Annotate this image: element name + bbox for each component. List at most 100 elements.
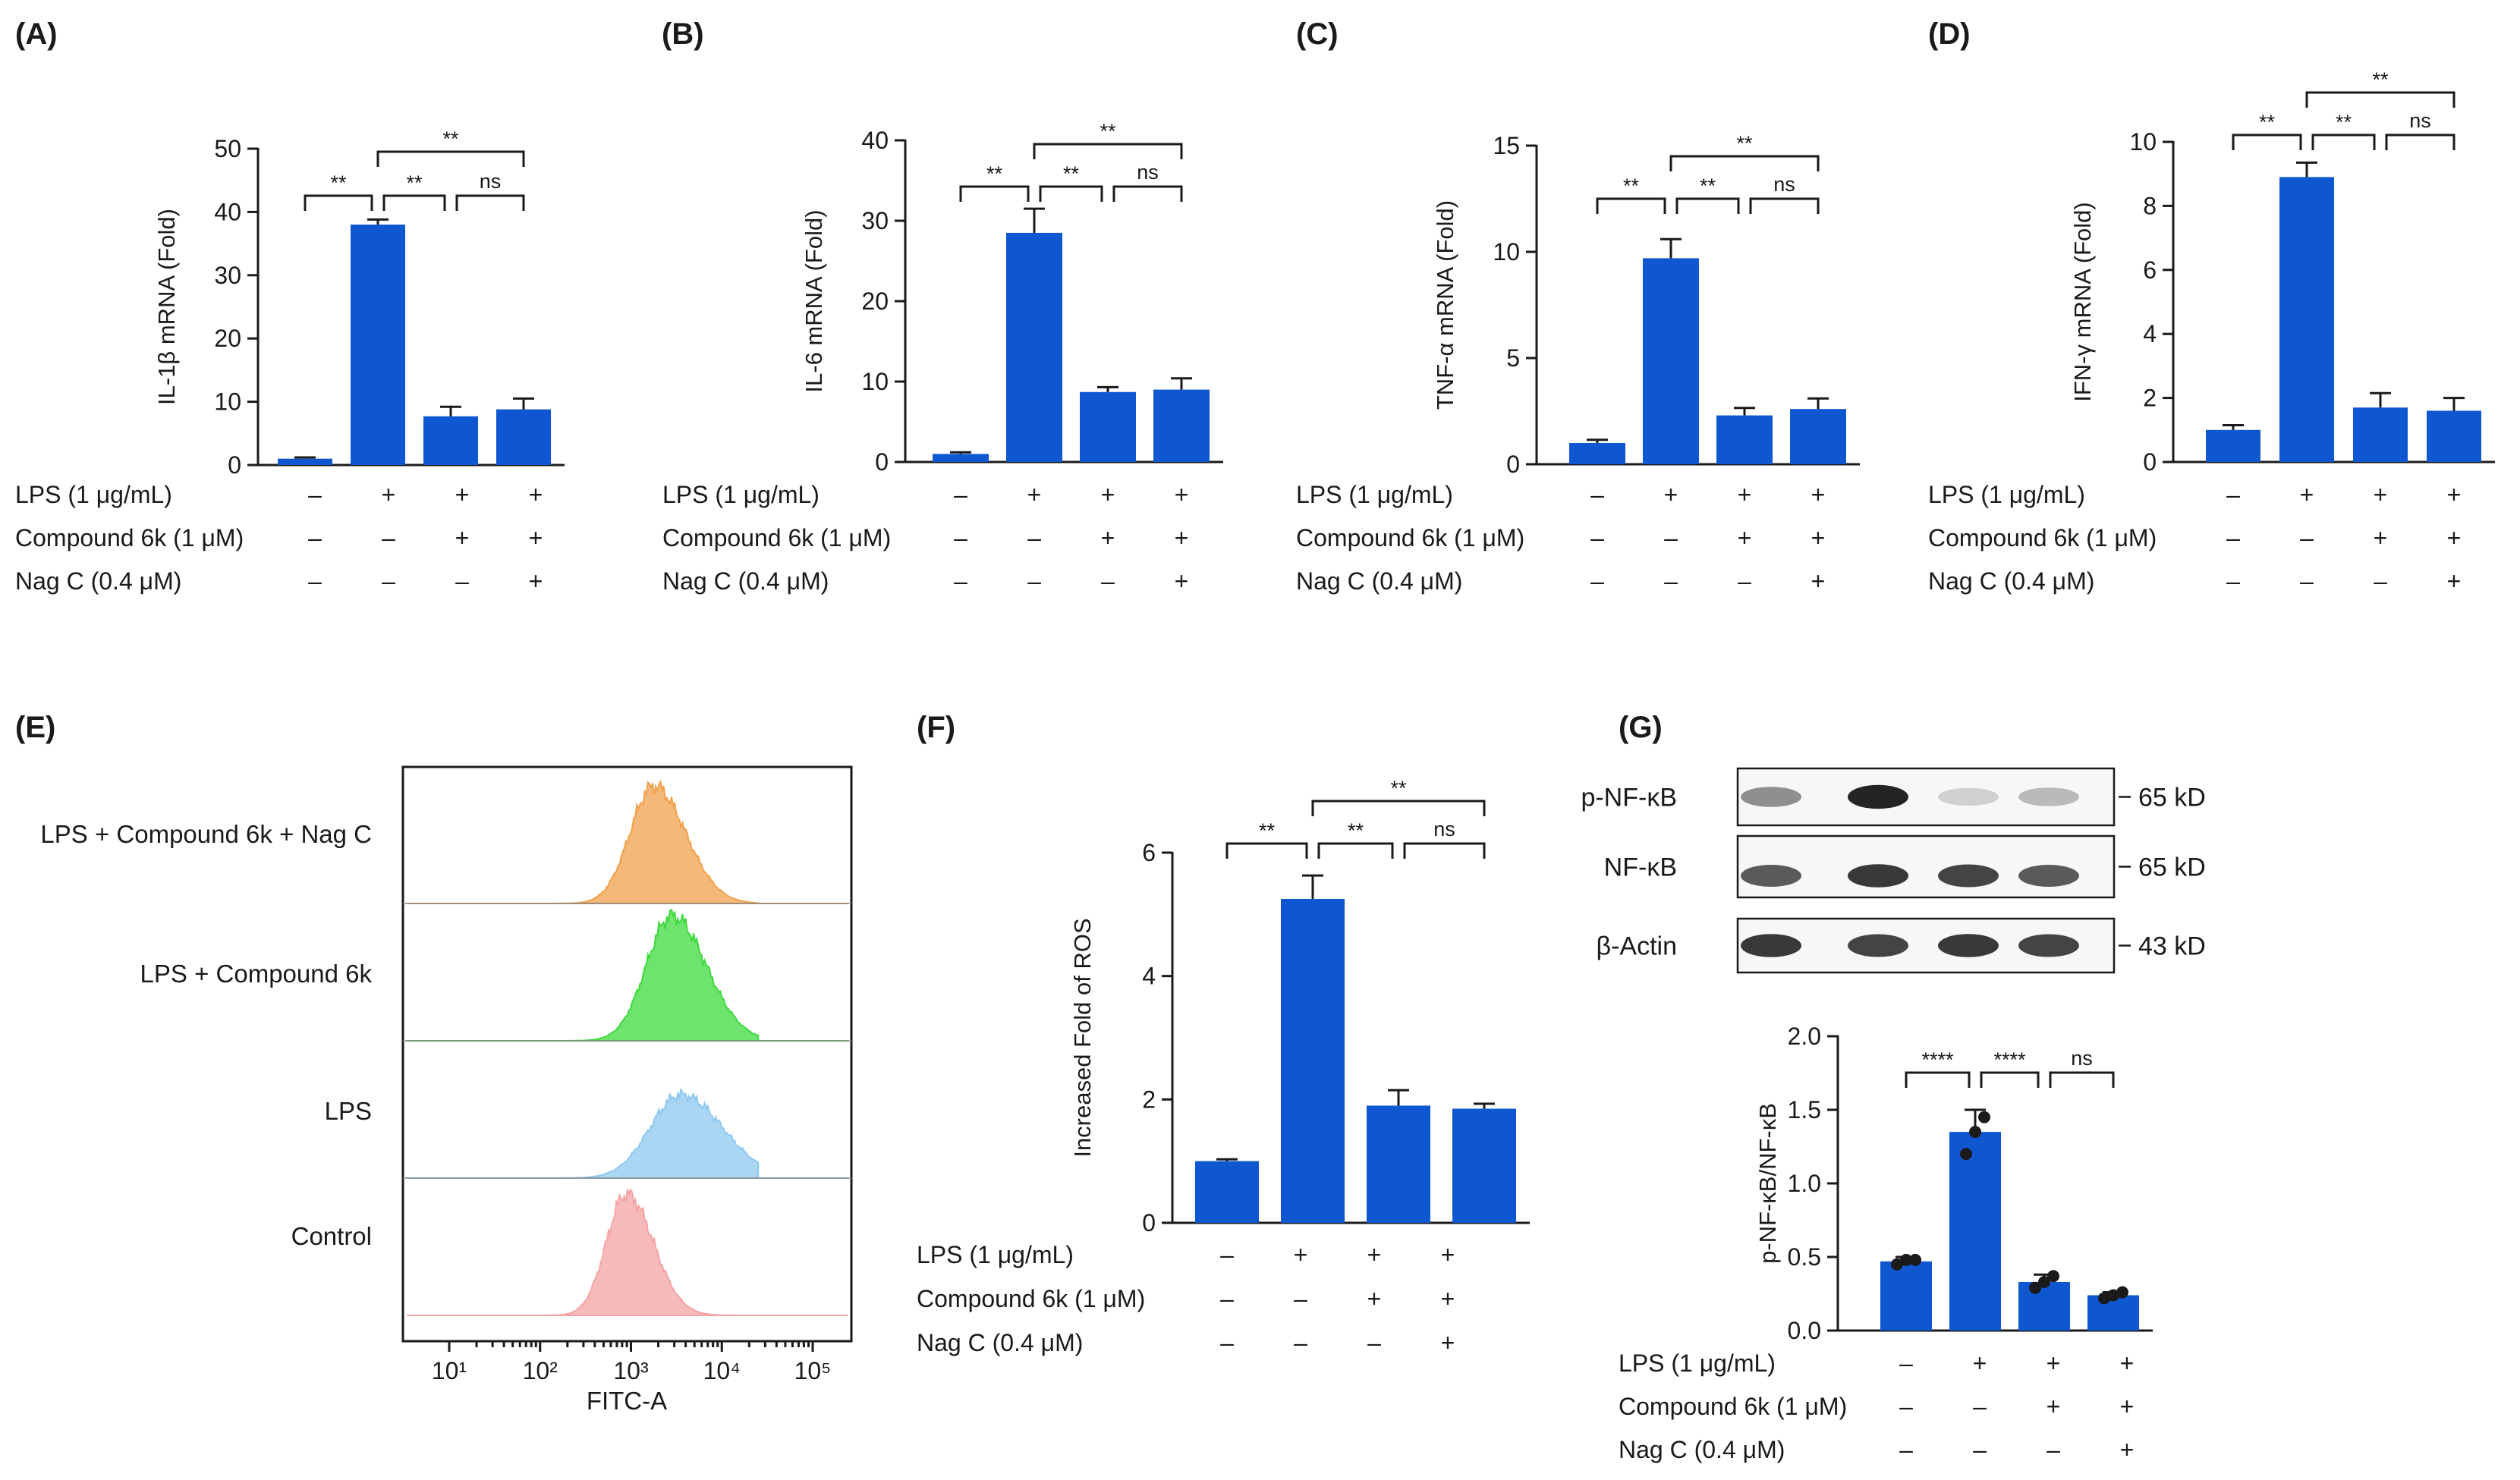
y-tick-label: 5 [1506,344,1520,372]
condition-label: Compound 6k (1 μM) [1928,524,2157,551]
bar [351,225,405,465]
y-tick-label: 0 [1142,1209,1156,1236]
blot-band [1938,934,1999,957]
condition-mark: – [1899,1350,1913,1377]
condition-mark: + [1175,567,1189,595]
bar [2427,410,2481,462]
significance-label: ** [2372,68,2389,91]
panel-d: (D) 0 2 4 6 8 10 IFN-γ mRNA (Fold) ** ** ns ** LPS (… [1928,17,2495,595]
condition-mark: – [2226,481,2240,508]
condition-mark: – [1973,1393,1987,1420]
condition-mark: – [1899,1393,1913,1420]
condition-mark: – [2226,567,2240,595]
significance-bracket [2049,1071,2115,1088]
y-tick-label: 6 [2143,256,2157,284]
condition-mark: + [1367,1241,1382,1268]
condition-mark: + [2447,481,2462,508]
condition-mark: – [1101,567,1115,595]
condition-mark: + [455,524,470,551]
data-point [2098,1292,2110,1305]
panel-label: (D) [1928,17,1971,51]
condition-mark: – [382,524,395,551]
histogram-label: Control [291,1222,372,1250]
condition-mark: – [1664,524,1678,551]
blot-band [1848,864,1908,888]
condition-mark: – [382,567,395,595]
condition-mark: – [2300,567,2314,595]
bar [2353,407,2408,462]
condition-mark: – [954,524,967,551]
condition-mark: – [1220,1285,1234,1312]
blot-band [1741,934,1801,957]
histogram-curve [521,1087,760,1179]
panel-label: (C) [1296,17,1339,51]
bar [1452,1108,1516,1223]
condition-label: LPS (1 μg/mL) [15,481,172,508]
y-tick-label: 1.5 [1788,1096,1821,1123]
y-tick-label: 6 [1142,839,1156,866]
significance-label: ** [1623,174,1640,197]
condition-mark: – [1220,1329,1234,1356]
significance-label: ** [1100,120,1116,143]
data-point [2047,1270,2059,1283]
significance-bracket [1669,155,1820,171]
panel-label: (A) [15,17,58,51]
bar [1153,389,1210,462]
condition-mark: – [1664,567,1678,595]
data-point [1900,1253,1912,1266]
significance-bracket [2311,134,2376,150]
y-tick-label: 2 [1142,1086,1156,1113]
significance-label: **** [1993,1048,2026,1071]
condition-mark: – [1590,567,1604,595]
significance-bracket [1033,143,1183,159]
significance-bracket [1749,197,1820,214]
blot-row-label: β-Actin [1597,932,1677,961]
condition-mark: + [2447,524,2462,551]
bar [2206,429,2260,462]
y-tick-label: 0.5 [1788,1243,1821,1271]
western-blot: p-NF-κB 65 kD NF-κB 65 kD β-Actin 43 kD [1581,767,2206,974]
significance-bracket [2305,91,2456,108]
condition-mark: + [2447,567,2462,595]
panel-label: (E) [15,711,55,744]
significance-label: ** [406,171,423,194]
y-tick-label: 0 [875,448,889,476]
condition-mark: – [1220,1241,1234,1268]
condition-mark: – [1367,1329,1381,1356]
bar [1880,1261,1932,1331]
significance-label: ns [1137,161,1159,184]
x-tick-label: 10² [523,1357,558,1384]
x-tick-label: 10⁵ [794,1357,832,1384]
significance-label: **** [1921,1048,1954,1071]
condition-mark: + [2047,1393,2061,1420]
y-tick-label: 40 [861,127,889,154]
condition-mark: + [1175,481,1189,508]
y-tick-label: 15 [1493,132,1520,159]
condition-label: Compound 6k (1 μM) [15,524,244,551]
blot-size-label: 65 kD [2138,784,2206,812]
y-tick-label: 50 [214,135,241,162]
bar [1643,258,1699,464]
condition-mark: + [1175,524,1189,551]
y-axis-label: Increased Fold of ROS [1069,918,1096,1157]
condition-mark: + [455,481,470,508]
condition-mark: + [1811,567,1826,595]
condition-label: Compound 6k (1 μM) [1296,524,1524,551]
condition-label: Compound 6k (1 μM) [1619,1393,1847,1420]
significance-bracket [1225,842,1308,859]
histogram-label: LPS [325,1097,372,1125]
significance-label: ** [442,127,459,150]
significance-bracket [1980,1071,2040,1088]
significance-bracket [1675,197,1740,214]
data-point [1969,1126,1981,1139]
condition-mark: – [1294,1285,1307,1312]
data-point [1978,1111,1990,1123]
significance-label: ns [2409,109,2431,132]
condition-mark: – [1027,524,1041,551]
significance-bracket [1311,800,1486,816]
blot-size-label: 65 kD [2138,853,2206,882]
condition-label: LPS (1 μg/mL) [1928,481,2085,508]
panel-b: (B) 0 10 20 30 40 IL-6 mRNA (Fold) ** ** ns ** LPS … [662,17,1223,595]
y-tick-label: 0 [1506,451,1520,478]
y-tick-label: 2 [2143,385,2157,412]
